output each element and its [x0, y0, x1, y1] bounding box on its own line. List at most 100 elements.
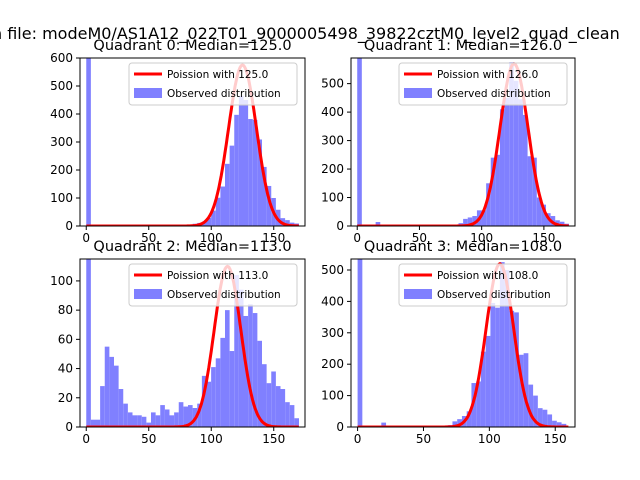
- histogram-bar: [238, 289, 244, 427]
- x-tick-label: 100: [200, 231, 223, 245]
- y-tick-label: 40: [58, 362, 73, 376]
- subplot-quadrant-0: 0 50 100 150 0 100 200 300 400 500 600 Quadrant 0: …: [50, 38, 306, 245]
- y-tick-label: 400: [50, 107, 73, 121]
- histogram-bar: [252, 313, 258, 427]
- histogram-bar: [234, 275, 239, 427]
- x-tick-label: 150: [262, 432, 285, 446]
- histogram-bar: [118, 389, 124, 427]
- x-tick-label: 50: [141, 231, 156, 245]
- histogram-bar: [90, 419, 96, 427]
- histogram-bar: [243, 100, 249, 226]
- histogram-bar: [495, 307, 500, 427]
- y-tick-label: 500: [321, 77, 344, 91]
- y-tick-label: 80: [58, 303, 73, 317]
- legend-box: [128, 263, 298, 307]
- histogram-bar: [285, 402, 290, 427]
- y-tick-label: 100: [321, 389, 344, 403]
- legend-bar-swatch: [404, 88, 432, 98]
- histogram-bar: [164, 409, 170, 427]
- histogram-bar: [504, 97, 510, 226]
- histogram-bar: [518, 354, 524, 427]
- histogram-bar: [183, 406, 188, 427]
- histogram-bar: [481, 210, 487, 226]
- histogram-bar: [137, 415, 142, 427]
- legend-bar-swatch: [134, 88, 162, 98]
- y-tick-label: 0: [336, 219, 344, 233]
- histogram-bar: [262, 166, 267, 226]
- histogram-bar: [547, 414, 553, 427]
- histogram-bar: [509, 62, 514, 226]
- plot-area: [357, 259, 569, 427]
- histogram-bar: [104, 346, 110, 427]
- histogram-bar: [201, 375, 207, 427]
- x-tick-label: 100: [200, 432, 223, 446]
- histogram-bar: [541, 204, 547, 226]
- histogram-bar: [114, 365, 119, 427]
- legend-bar-label: Observed distribution: [437, 88, 551, 100]
- legend-box: [398, 62, 568, 106]
- histogram-bar: [109, 356, 114, 427]
- legend-box: [128, 62, 298, 106]
- histogram-bar: [257, 340, 262, 427]
- poisson-curve: [86, 264, 299, 427]
- histogram-bar: [211, 210, 216, 226]
- axes-frame: [350, 258, 576, 428]
- histogram-bar: [375, 222, 381, 226]
- histogram-bar: [509, 310, 515, 427]
- y-tick-label: 60: [58, 332, 73, 346]
- histogram-bar: [132, 415, 138, 427]
- histogram-bar: [206, 381, 212, 427]
- histogram-bar: [490, 302, 496, 427]
- y-tick-label: 300: [50, 135, 73, 149]
- legend: Poission with 125.0 Observed distribution: [128, 62, 298, 106]
- subplot-title: Quadrant 2: Median=113.0: [93, 239, 291, 255]
- subplot-quadrant-2: 0 50 100 150 0 20 40 60 80 100 Quadrant 2: Median=…: [50, 239, 306, 446]
- legend-curve-label: Poission with 125.0: [167, 69, 268, 81]
- poisson-curve: [357, 262, 569, 427]
- subplot-title: Quadrant 3: Median=108.0: [364, 239, 562, 255]
- y-tick-label: 300: [321, 326, 344, 340]
- y-tick-label: 400: [321, 105, 344, 119]
- histogram-bar: [280, 389, 286, 427]
- histogram-bar: [537, 408, 543, 427]
- histogram-bar: [275, 386, 281, 427]
- histogram-bar: [215, 197, 221, 226]
- y-tick-label: 500: [321, 263, 344, 277]
- legend-curve-label: Poission with 113.0: [167, 270, 268, 282]
- histogram-bar: [220, 337, 225, 427]
- x-tick-label: 150: [262, 231, 285, 245]
- histogram-bar: [486, 183, 491, 226]
- y-tick-label: 20: [58, 391, 73, 405]
- histogram-bar: [452, 421, 458, 427]
- histogram-bar: [271, 371, 276, 427]
- histogram-bar: [206, 217, 212, 226]
- histogram-bar: [146, 422, 151, 427]
- histogram-bar: [480, 351, 486, 427]
- y-tick-label: 100: [50, 274, 73, 288]
- histogram-bar: [155, 415, 161, 427]
- x-tick-label: 0: [82, 231, 90, 245]
- histogram-bar: [174, 412, 179, 427]
- legend-curve-label: Poission with 108.0: [437, 270, 538, 282]
- plot-area: [357, 58, 570, 226]
- histogram-bar: [215, 358, 221, 427]
- subplot-quadrant-3: 0 50 100 150 0 100 200 300 400 500 Quadrant 3: Med…: [321, 239, 576, 446]
- histogram-bar: [556, 422, 562, 427]
- histogram-bar: [252, 119, 258, 226]
- x-tick-label: 0: [82, 432, 90, 446]
- histogram-bar: [523, 353, 529, 427]
- histogram-bar: [262, 364, 267, 427]
- histogram-bar: [518, 99, 523, 226]
- figure-suptitle: n file: modeM0/AS1A12_022T01_9000005498_…: [0, 24, 620, 44]
- subplot-title: Quadrant 0: Median=125.0: [93, 38, 291, 54]
- histogram-bar: [533, 395, 538, 427]
- histogram-bar: [248, 119, 253, 226]
- histogram-bar: [476, 381, 481, 427]
- x-tick-label: 50: [141, 432, 156, 446]
- histogram-bar: [100, 386, 105, 427]
- histogram-bar: [234, 114, 239, 226]
- histogram-bar: [485, 335, 491, 427]
- histogram-bar: [490, 157, 496, 226]
- histogram-bar: [160, 405, 165, 427]
- histogram-bar: [463, 218, 468, 226]
